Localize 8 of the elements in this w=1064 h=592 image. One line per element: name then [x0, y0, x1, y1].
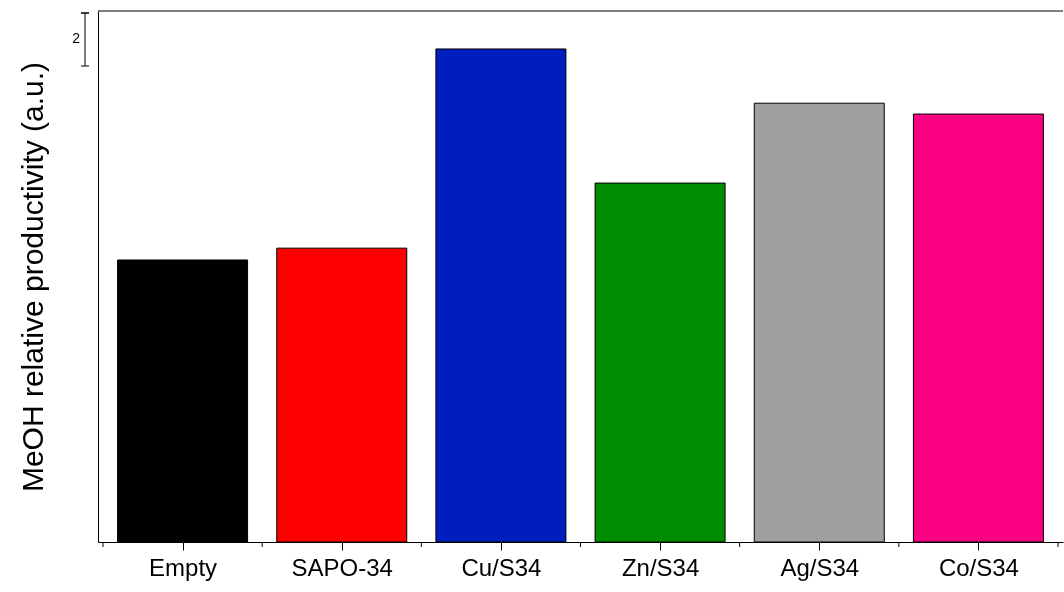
x-tick-label: Ag/S34: [780, 553, 860, 581]
x-tick-label: Zn/S34: [621, 553, 700, 581]
text: 2: [72, 30, 81, 46]
x-tick-label: Empty: [149, 553, 218, 581]
y-axis-title: MeOH relative productivity (a.u.): [15, 61, 49, 493]
x-tick-label: Co/S34: [938, 553, 1019, 581]
x-tick-label: Cu/S34: [461, 553, 542, 581]
x-tick-label: SAPO-34: [291, 553, 393, 581]
